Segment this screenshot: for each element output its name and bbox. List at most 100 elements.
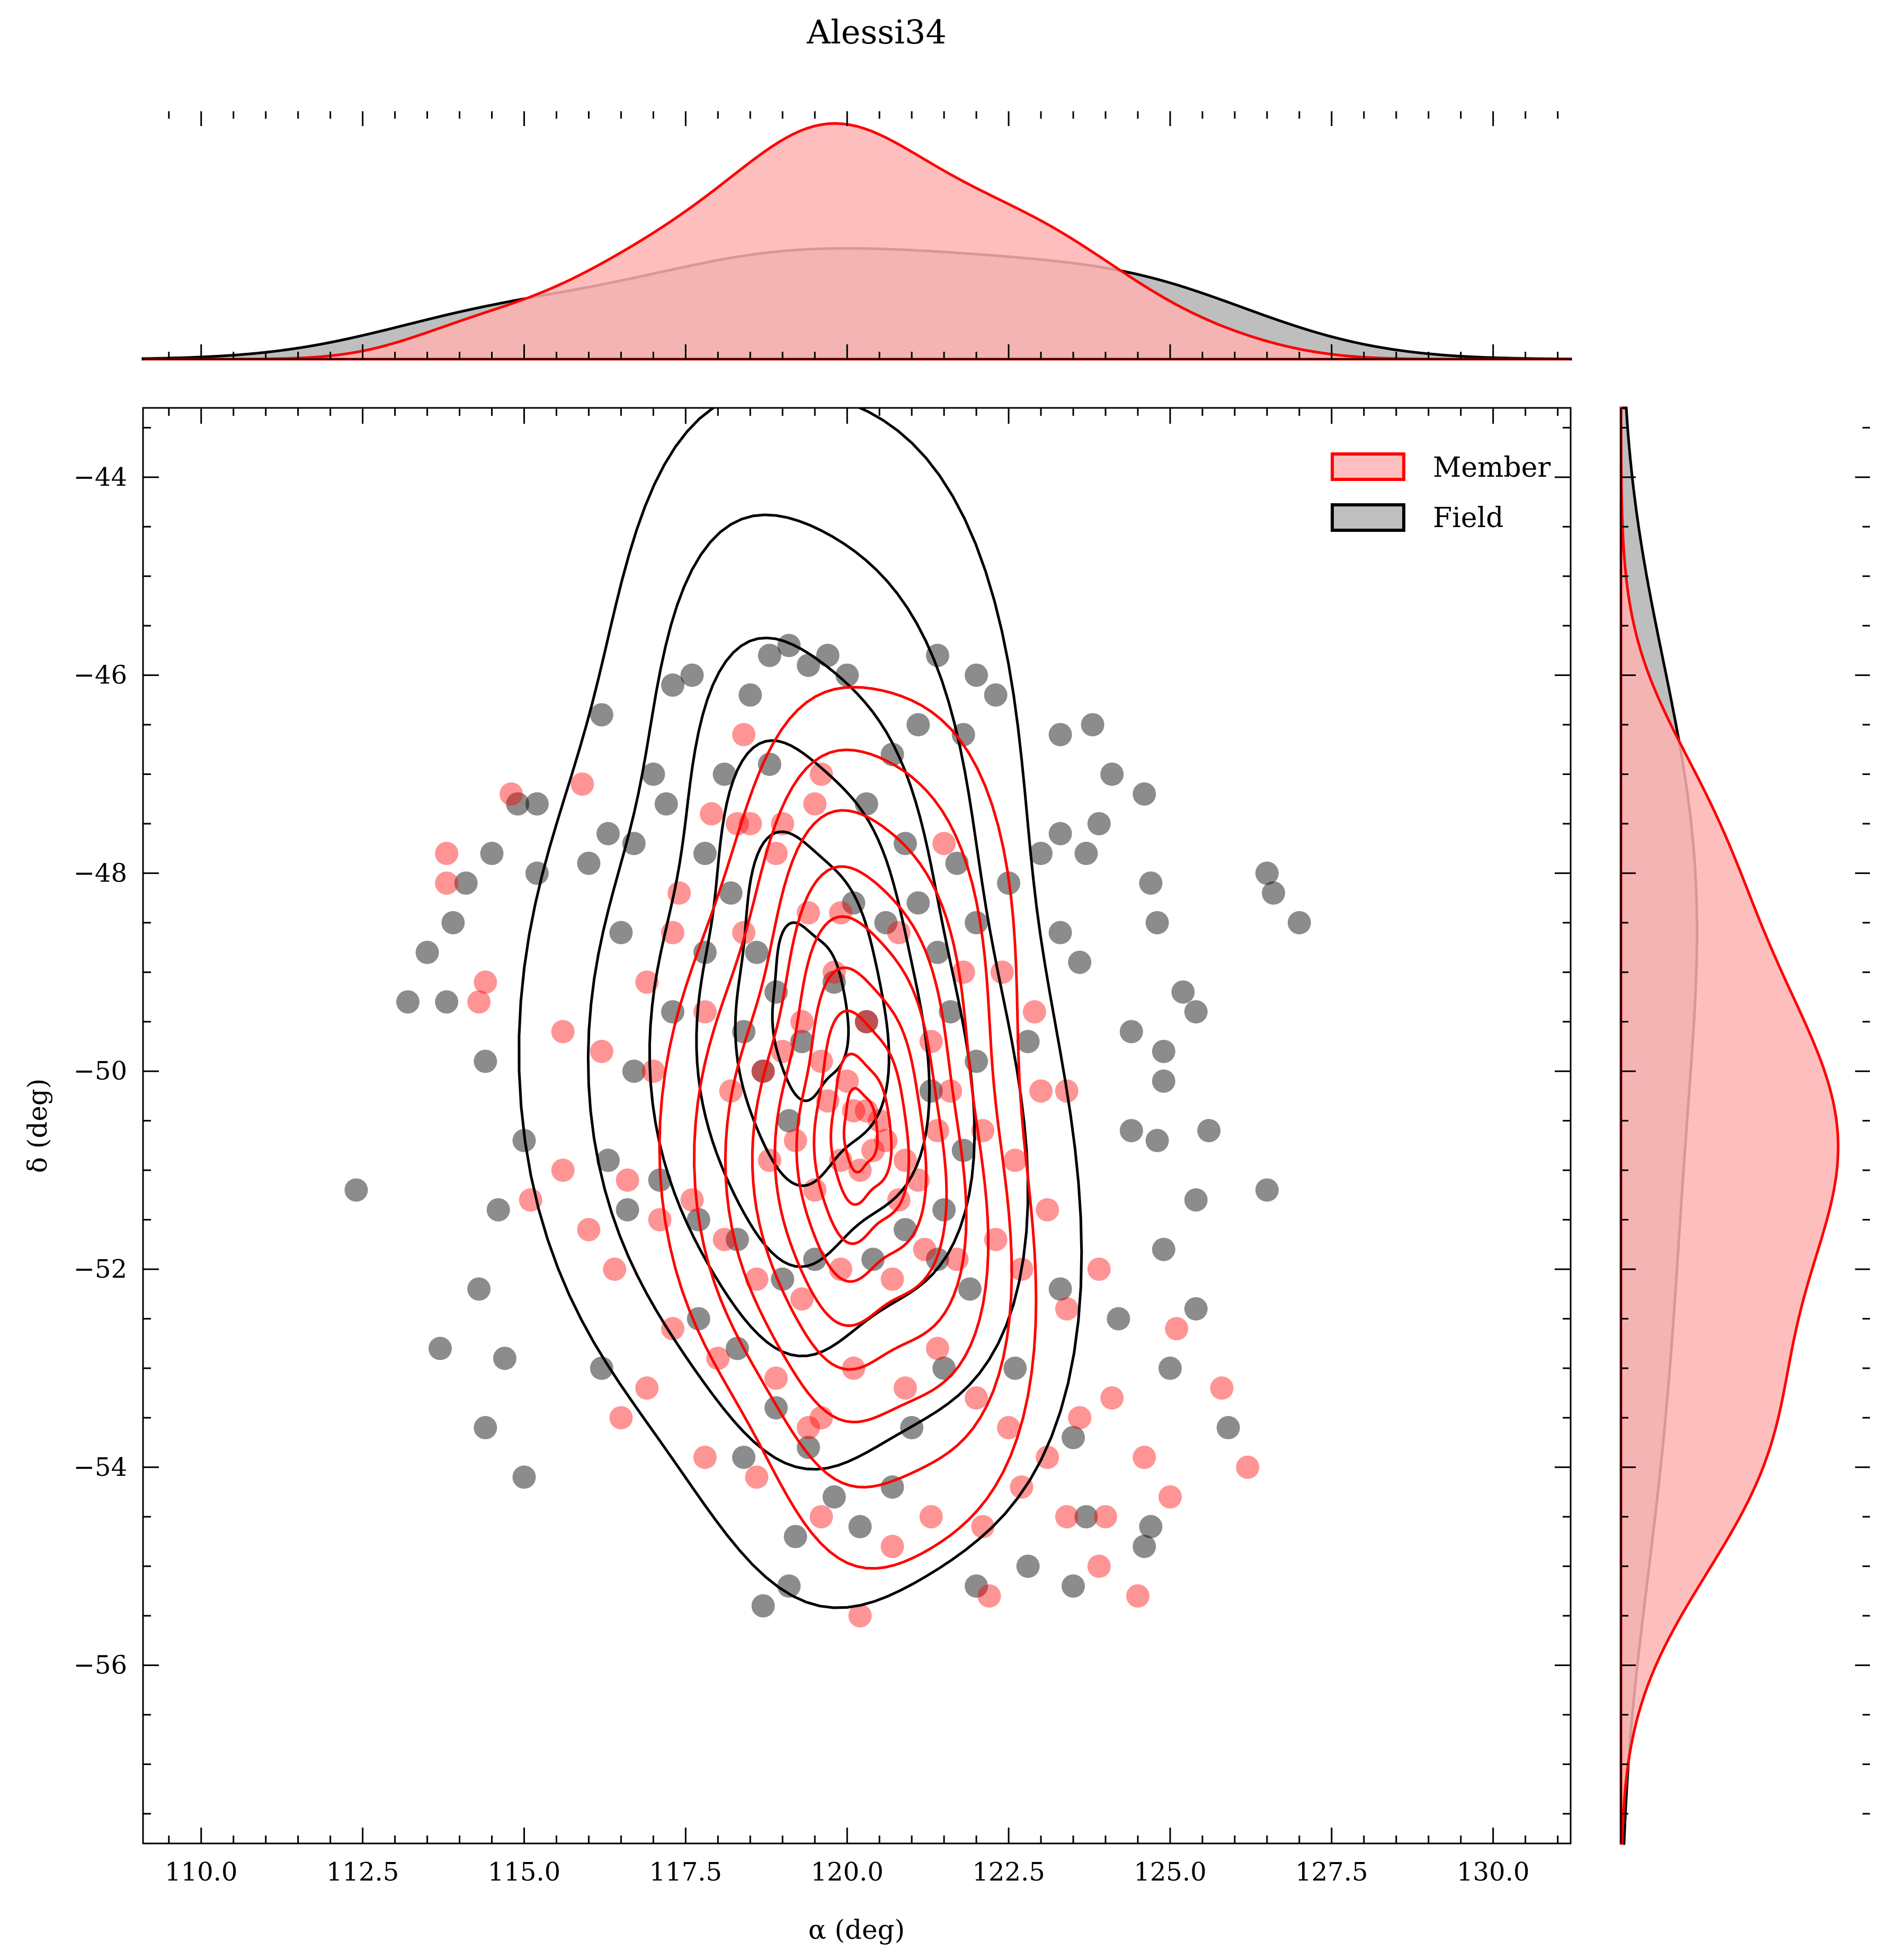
member-points: [435, 723, 1260, 1628]
field-point: [1062, 1426, 1085, 1449]
x-tick-label: 117.5: [649, 1857, 722, 1887]
field-point: [1255, 1178, 1279, 1202]
member-point: [939, 1079, 963, 1103]
x-tick-label: 115.0: [488, 1857, 560, 1887]
member-point: [809, 762, 833, 786]
member-point: [803, 792, 827, 816]
field-point: [777, 1109, 801, 1133]
y-axis-label: δ (deg): [22, 1079, 53, 1173]
member-point: [467, 990, 491, 1014]
field-point: [512, 1465, 536, 1489]
member-point: [641, 1059, 665, 1083]
member-point: [1093, 1505, 1117, 1529]
member-point: [868, 1109, 892, 1133]
member-point: [1036, 1198, 1059, 1222]
member-point: [590, 1039, 613, 1063]
field-point: [506, 792, 530, 816]
field-point: [1062, 1574, 1085, 1598]
member-contour: [795, 966, 928, 1283]
member-point: [1165, 1317, 1189, 1341]
field-point: [764, 1396, 788, 1420]
field-point: [428, 1337, 452, 1360]
field-point: [1197, 1119, 1221, 1143]
y-tick-label: −44: [74, 462, 127, 492]
field-point: [1171, 980, 1195, 1004]
field-point: [467, 1277, 491, 1301]
member-point: [971, 1514, 995, 1538]
member-point: [1210, 1376, 1234, 1400]
member-point: [925, 1337, 949, 1360]
member-point: [880, 1535, 904, 1558]
member-point: [932, 832, 956, 856]
field-point: [486, 1198, 510, 1222]
member-point: [435, 842, 459, 866]
member-top-density: [143, 122, 1571, 361]
field-point: [797, 653, 821, 677]
field-point: [906, 891, 930, 915]
member-point: [997, 1416, 1021, 1440]
member-point: [965, 1386, 988, 1410]
member-point: [1133, 1446, 1156, 1469]
field-point: [751, 1059, 775, 1083]
member-point: [551, 1020, 575, 1044]
member-point: [1126, 1584, 1150, 1608]
field-point: [984, 683, 1008, 707]
field-point: [1139, 871, 1163, 895]
member-point: [1022, 1000, 1046, 1024]
field-point: [939, 1000, 963, 1024]
field-point: [745, 940, 769, 964]
member-point: [661, 1317, 684, 1341]
member-point: [1055, 1505, 1079, 1529]
member-point: [751, 1059, 775, 1083]
member-point: [913, 1237, 937, 1261]
member-point: [990, 960, 1014, 984]
field-point: [622, 1059, 646, 1083]
member-point: [919, 1030, 943, 1054]
legend-member-label: Member: [1433, 452, 1551, 484]
member-point: [1158, 1485, 1182, 1509]
member-contour: [829, 1053, 893, 1206]
right-density-curves: [1619, 406, 1840, 1845]
x-tick-label: 130.0: [1457, 1857, 1529, 1887]
member-point: [1003, 1148, 1027, 1172]
field-point: [783, 1525, 807, 1548]
member-point: [700, 802, 724, 826]
field-point: [1216, 1416, 1240, 1440]
member-point: [745, 1267, 769, 1291]
member-point: [609, 1406, 633, 1430]
member-contour: [773, 915, 948, 1328]
member-point: [1010, 1475, 1033, 1499]
field-point: [1152, 1039, 1175, 1063]
x-tick-labels: 110.0 112.5 115.0 117.5 120.0 122.5 125.0 127.5…: [165, 1857, 1529, 1887]
member-point: [809, 1049, 833, 1073]
field-point: [1133, 1535, 1156, 1558]
member-contour: [692, 748, 1013, 1489]
field-point: [641, 762, 665, 786]
field-point: [596, 1148, 620, 1172]
field-point: [816, 644, 840, 667]
field-point: [1048, 1277, 1072, 1301]
member-point: [835, 1069, 859, 1093]
field-point: [396, 990, 420, 1014]
field-point: [1145, 911, 1169, 934]
field-point: [415, 940, 439, 964]
member-point: [809, 1505, 833, 1529]
member-point: [1236, 1455, 1260, 1479]
field-point: [1074, 1505, 1098, 1529]
member-point: [680, 1188, 704, 1212]
field-point: [525, 792, 549, 816]
x-tick-label: 122.5: [972, 1857, 1045, 1887]
top-marginal-ticks: [168, 111, 1559, 359]
field-contour: [648, 636, 976, 1358]
member-contour: [658, 685, 1038, 1570]
member-point: [500, 782, 523, 806]
field-point: [1119, 1020, 1143, 1044]
x-tick-label: 127.5: [1295, 1857, 1368, 1887]
chart-title: Alessi34: [806, 13, 947, 51]
member-point: [764, 842, 788, 866]
y-tick-label: −50: [74, 1056, 127, 1086]
member-point: [712, 1227, 736, 1251]
field-point: [965, 1574, 988, 1598]
field-point: [951, 1138, 975, 1162]
